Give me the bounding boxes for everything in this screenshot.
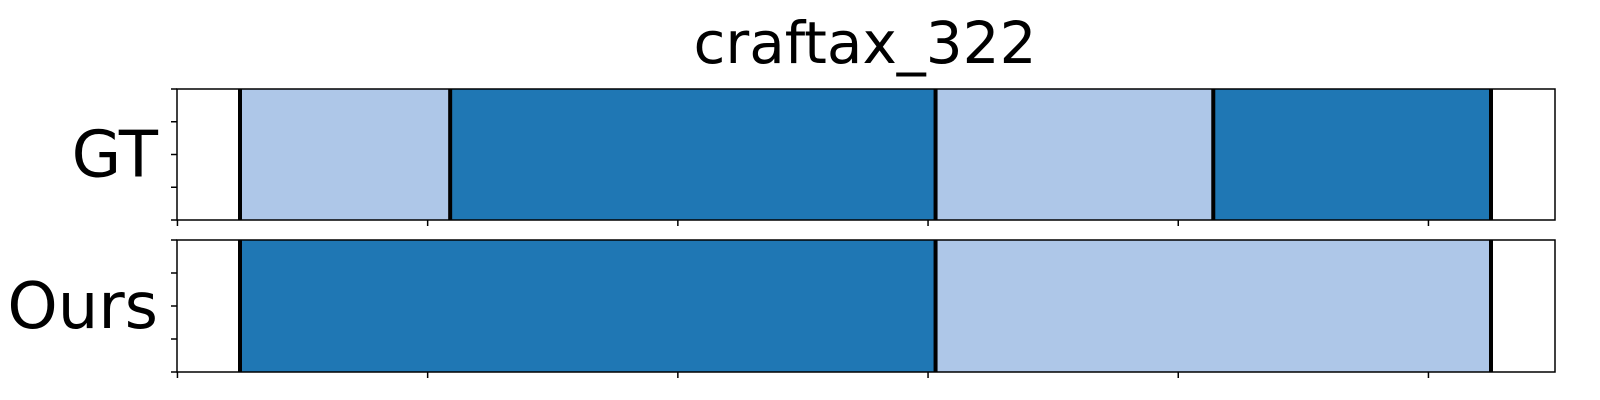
segment-ours-1	[935, 240, 1491, 372]
row-ours: Ours	[7, 239, 1556, 378]
segment-gt-2	[935, 89, 1214, 220]
segment-ours-0	[240, 240, 936, 372]
row-label-gt: GT	[72, 119, 159, 193]
chart-title: craftax_322	[694, 9, 1037, 77]
segment-gt-0	[240, 89, 451, 220]
row-label-ours: Ours	[7, 270, 158, 344]
segment-gt-1	[450, 89, 936, 220]
row-gt: GT	[72, 88, 1556, 226]
segment-gt-3	[1213, 89, 1491, 220]
